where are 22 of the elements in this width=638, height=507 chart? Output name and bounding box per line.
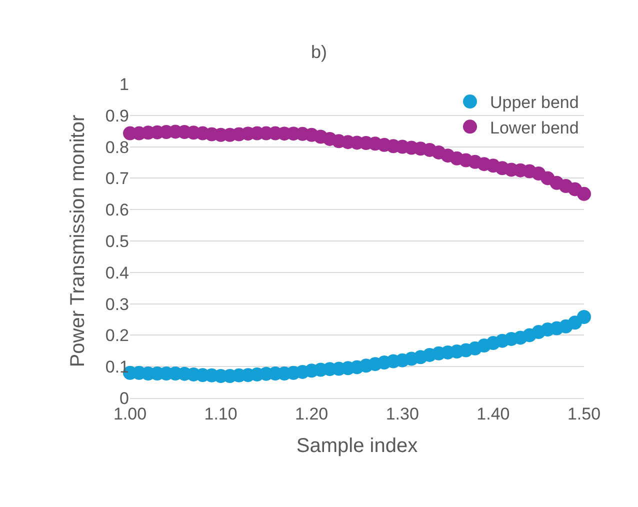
point — [577, 310, 591, 324]
legend-label: Lower bend — [490, 118, 579, 138]
y-tick-label: 0.2 — [105, 326, 129, 346]
legend-label: Upper bend — [490, 93, 579, 112]
y-tick-label: 0.7 — [105, 169, 129, 188]
point — [577, 186, 591, 201]
x-tick-label: 1.10 — [204, 404, 238, 424]
x-axis-title: Sample index — [296, 434, 418, 457]
y-tick-label: 0.4 — [105, 263, 129, 282]
x-tick-label: 1.50 — [567, 404, 601, 424]
x-tick-label: 1.40 — [476, 404, 510, 424]
y-tick-label: 0.8 — [105, 138, 129, 157]
chart-title: b) — [310, 42, 328, 62]
y-axis-title: Power Transmission monitor — [66, 114, 89, 368]
y-tick-label: 0.3 — [105, 294, 129, 314]
y-tick-label: 1 — [120, 74, 129, 94]
y-tick-label: 0.1 — [105, 358, 129, 377]
y-tick-label: 0.9 — [105, 106, 129, 126]
x-tick-label: 1.20 — [295, 404, 328, 424]
y-tick-label: 0.5 — [105, 232, 129, 251]
y-tick-label: 0.6 — [105, 200, 129, 220]
x-tick-label: 1.30 — [386, 404, 419, 424]
